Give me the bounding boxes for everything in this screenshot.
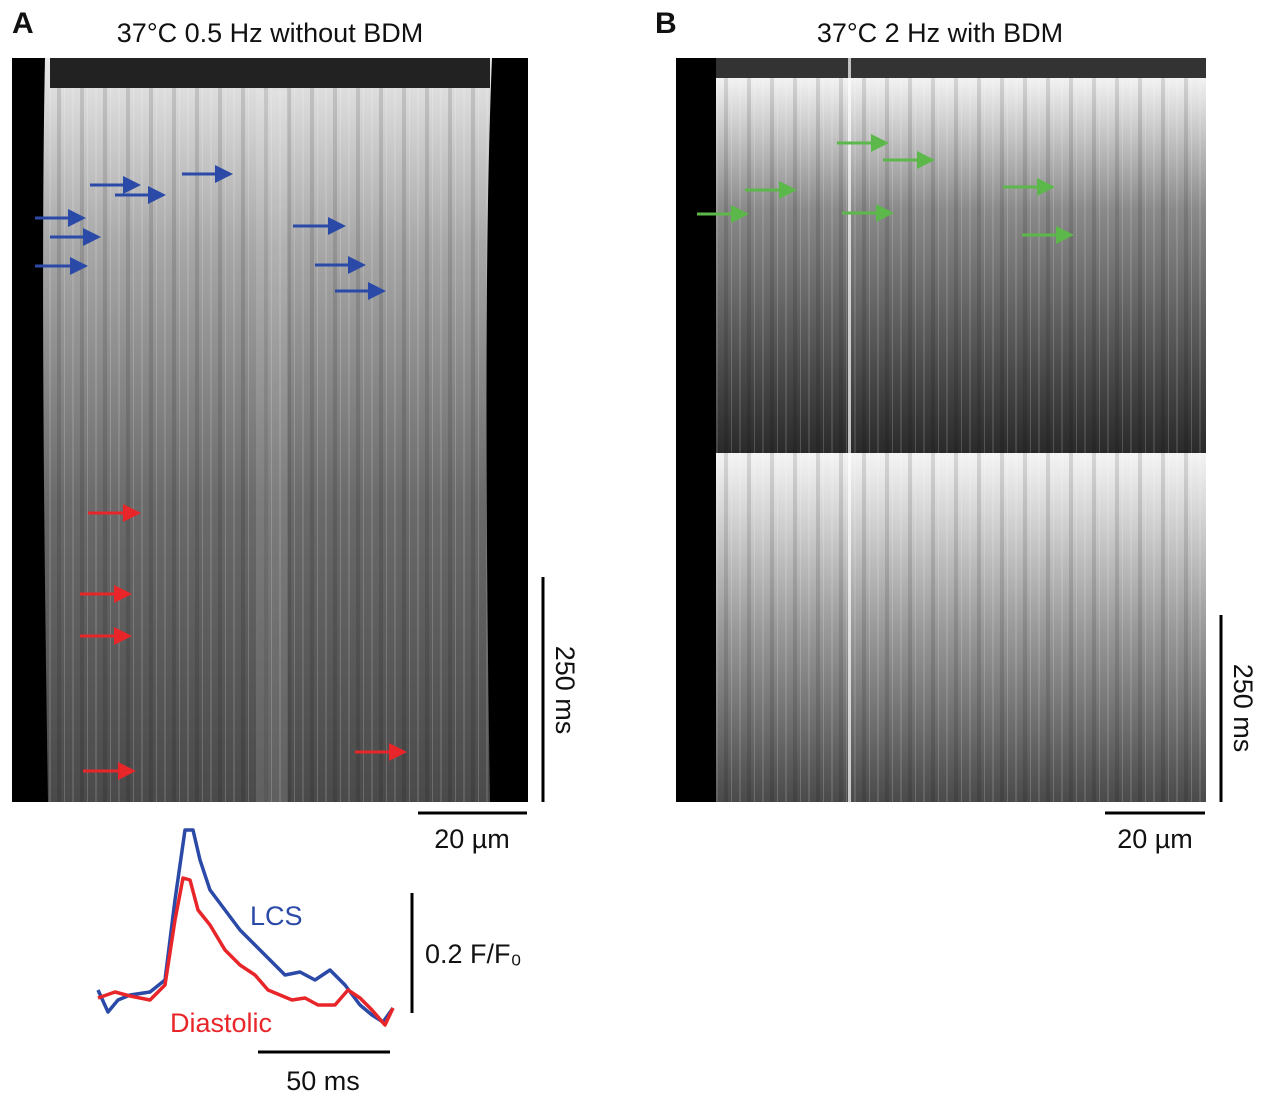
arrows [35,165,407,780]
amplitude-scale-label: 0.2 F/F₀ [425,939,522,969]
legend-label: LCS [250,901,303,931]
legend-label: Diastolic [170,1008,272,1038]
scale-bars [258,893,414,1054]
arrows [697,134,1074,244]
space-scale-label: 20 µm [1117,824,1193,854]
scale-bars [418,577,545,815]
linescan-image [12,58,528,802]
space-scale-label: 20 µm [434,824,510,854]
panel-label: B [655,7,677,40]
scale-bars [1105,615,1223,815]
trace-time-scale-label: 50 ms [286,1066,360,1095]
panel-title: 37°C 2 Hz with BDM [817,18,1063,48]
traces [96,828,395,1027]
panel-label: A [12,7,34,40]
time-scale-label: 250 ms [1228,664,1258,753]
time-scale-label: 250 ms [550,646,580,735]
panel-title: 37°C 0.5 Hz without BDM [117,18,423,48]
linescan-image [676,58,1206,802]
